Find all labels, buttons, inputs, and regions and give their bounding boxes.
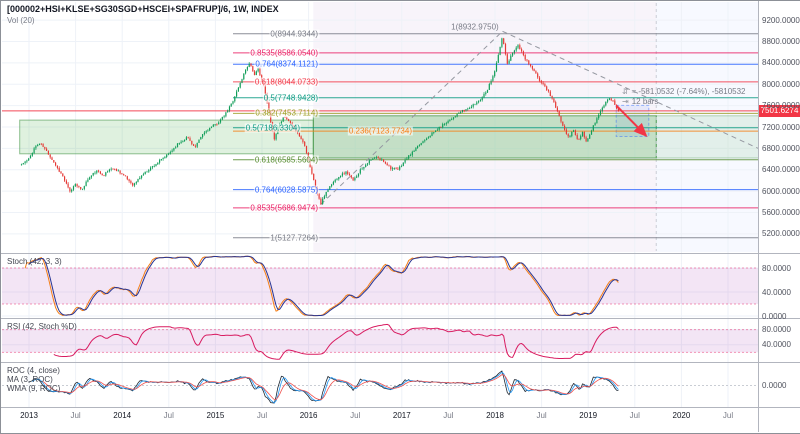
trading-chart-window: [000002+HSI+KLSE+SG30SGD+HSCEI+SPAFRUP]/… — [0, 0, 800, 434]
chart-canvas[interactable] — [1, 1, 800, 433]
